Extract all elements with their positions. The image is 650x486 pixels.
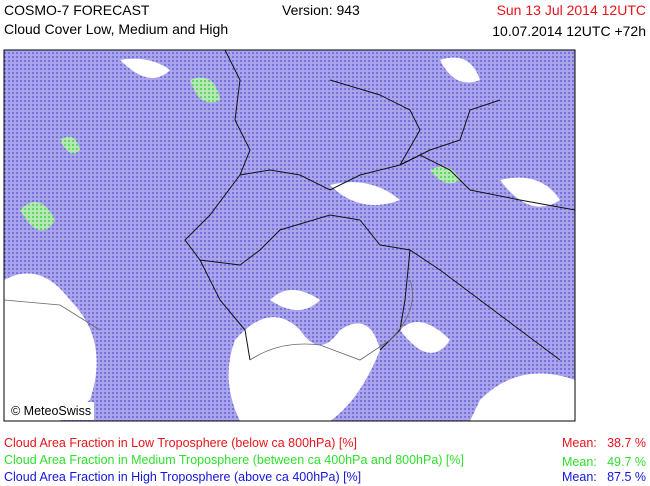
map-frame bbox=[3, 49, 576, 422]
medium-cloud-patches bbox=[20, 77, 460, 231]
title: COSMO-7 FORECAST bbox=[4, 2, 150, 18]
clear-areas bbox=[4, 57, 575, 421]
mean-label: Mean: bbox=[562, 470, 597, 484]
coastline bbox=[3, 279, 413, 361]
mean-label: Mean: bbox=[562, 436, 597, 450]
subtitle: Cloud Cover Low, Medium and High bbox=[4, 21, 229, 37]
legend-high: Cloud Area Fraction in High Troposphere … bbox=[4, 470, 362, 484]
mean-value: 87.5 % bbox=[607, 470, 646, 484]
borders bbox=[184, 49, 576, 361]
mean-value: 38.7 % bbox=[607, 436, 646, 450]
run-time: 10.07.2014 12UTC +72h bbox=[492, 23, 646, 39]
mean-label: Mean: bbox=[562, 455, 597, 469]
credit: © MeteoSwiss bbox=[8, 402, 95, 420]
version: Version: 943 bbox=[282, 2, 360, 18]
valid-time: Sun 13 Jul 2014 12UTC bbox=[496, 2, 646, 18]
legend-low: Cloud Area Fraction in Low Troposphere (… bbox=[4, 436, 357, 450]
mean-value: 49.7 % bbox=[607, 455, 646, 469]
legend-medium: Cloud Area Fraction in Medium Tropospher… bbox=[4, 453, 464, 467]
